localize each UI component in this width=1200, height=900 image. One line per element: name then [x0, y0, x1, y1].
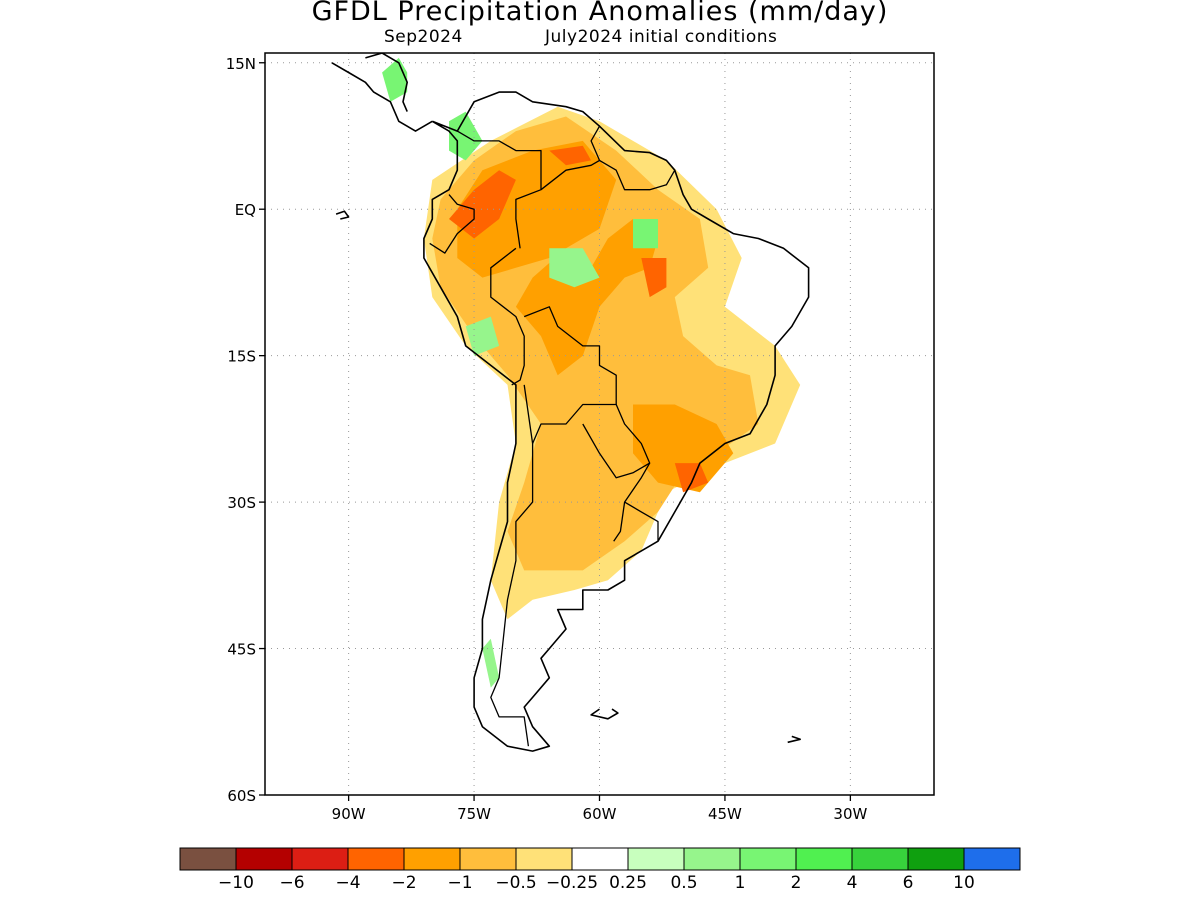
colorbar-swatch — [683, 847, 741, 871]
colorbar-swatch — [459, 847, 517, 871]
lat-tick-label: 15N — [226, 55, 256, 73]
coastline-4 — [590, 708, 619, 720]
anomaly-fill-layer — [382, 57, 801, 688]
country-borders — [429, 125, 676, 747]
colorbar-swatch — [571, 847, 629, 871]
colorbar-label: −10 — [218, 873, 254, 893]
lon-tick-label: 45W — [708, 805, 742, 823]
colorbar-swatch — [851, 847, 909, 871]
colorbar-swatch — [627, 847, 685, 871]
colorbar-label: −0.5 — [495, 873, 536, 893]
colorbar-label: −4 — [335, 873, 360, 893]
colorbar-label: 0.25 — [609, 873, 647, 893]
anomaly-region-12 — [465, 316, 500, 356]
colorbar-swatch — [179, 847, 237, 871]
lat-tick-label: 30S — [227, 494, 256, 512]
initial-conditions: July2024 initial conditions — [545, 27, 778, 47]
border-8 — [624, 501, 659, 542]
lon-tick-label: 60W — [583, 805, 617, 823]
border-5 — [523, 306, 617, 445]
coastline-1 — [331, 62, 433, 132]
anomaly-region-6 — [674, 463, 709, 493]
colorbar-label: −6 — [279, 873, 304, 893]
gridlines — [265, 53, 934, 795]
colorbar-label: 0.5 — [670, 873, 697, 893]
page-title: GFDL Precipitation Anomalies (mm/day) — [311, 0, 889, 27]
colorbar-label: 10 — [953, 873, 975, 893]
colorbar-label: 2 — [791, 873, 802, 893]
coastline-5 — [787, 735, 802, 744]
map-area — [265, 53, 934, 795]
lon-tick-label: 90W — [332, 805, 366, 823]
lat-tick-label: EQ — [235, 201, 256, 219]
axis-labels: 15N EQ 15S 30S 45S 60S 90W 75W 60W 45W 30W — [226, 55, 868, 823]
coastline-0 — [423, 91, 810, 752]
border-0 — [456, 130, 542, 249]
colorbar-label: 1 — [735, 873, 746, 893]
border-9 — [490, 443, 534, 747]
colorbar-swatch — [515, 847, 573, 871]
coastlines — [331, 53, 810, 752]
colorbar-label: −0.25 — [546, 873, 598, 893]
anomaly-region-4 — [449, 170, 516, 239]
colorbar-swatch — [739, 847, 797, 871]
anomaly-region-10 — [633, 219, 658, 249]
anomaly-region-8 — [382, 57, 408, 102]
lon-tick-label: 30W — [833, 805, 867, 823]
forecast-month: Sep2024 — [384, 27, 463, 47]
lat-tick-label: 15S — [227, 348, 256, 366]
border-1 — [429, 194, 475, 254]
anomaly-region-11 — [549, 248, 600, 288]
colorbar-label: −2 — [391, 873, 416, 893]
lon-tick-label: 75W — [457, 805, 491, 823]
lat-tick-label: 45S — [227, 641, 256, 659]
anomaly-region-5 — [641, 258, 667, 298]
colorbar-swatch — [795, 847, 853, 871]
colorbar-swatch — [403, 847, 461, 871]
anomaly-region-13 — [482, 638, 500, 688]
lat-tick-label: 60S — [227, 787, 256, 805]
colorbar-swatch — [907, 847, 965, 871]
colorbar-label: 4 — [847, 873, 858, 893]
border-4 — [599, 159, 676, 191]
colorbar-legend: −10 −6 −4 −2 −1 −0.5 −0.25 0.25 0.5 1 2 4 6 10 — [179, 847, 1021, 893]
colorbar-swatch — [235, 847, 293, 871]
colorbar-label: 6 — [903, 873, 914, 893]
colorbar-label: −1 — [447, 873, 472, 893]
colorbar-swatch — [963, 847, 1021, 871]
anomaly-region-3 — [633, 404, 734, 493]
colorbar-swatch — [347, 847, 405, 871]
coastline-2 — [365, 53, 409, 112]
anomaly-region-7 — [549, 145, 592, 166]
coastline-3 — [335, 210, 350, 220]
border-3 — [540, 125, 601, 191]
colorbar-swatch — [291, 847, 349, 871]
border-6 — [582, 404, 651, 479]
border-2 — [490, 247, 525, 386]
